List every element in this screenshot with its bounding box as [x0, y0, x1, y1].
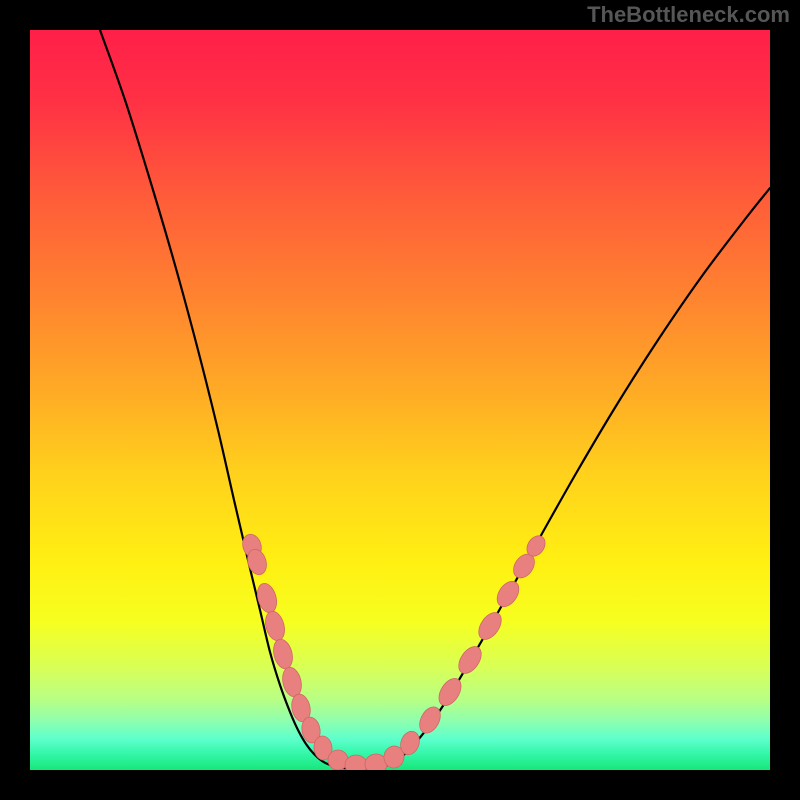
- watermark-text: TheBottleneck.com: [587, 2, 790, 28]
- plot-area: [30, 30, 770, 770]
- gradient-background: [30, 30, 770, 770]
- bottleneck-chart: [30, 30, 770, 770]
